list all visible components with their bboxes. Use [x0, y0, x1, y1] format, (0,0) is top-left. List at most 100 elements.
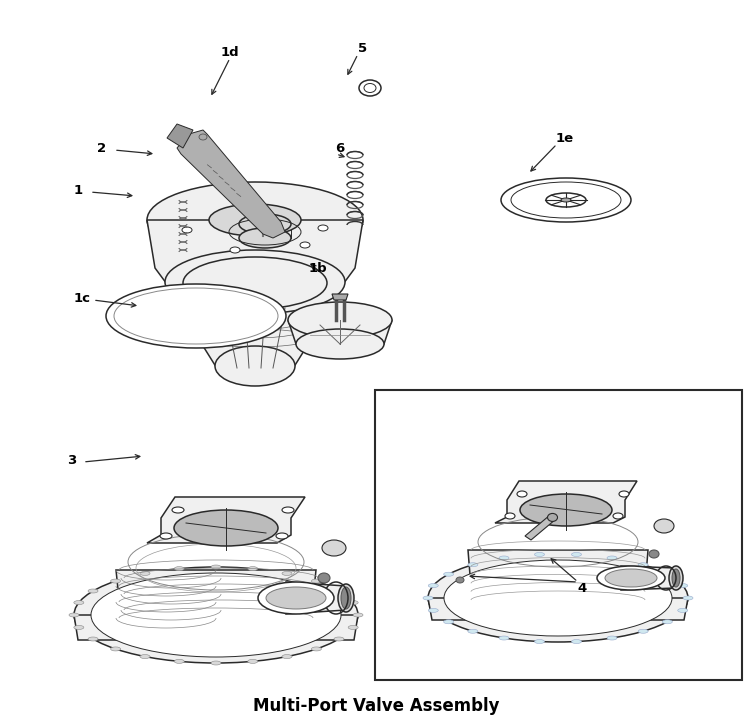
Ellipse shape [140, 571, 150, 576]
Ellipse shape [511, 182, 621, 218]
Ellipse shape [649, 550, 659, 558]
Ellipse shape [239, 214, 291, 234]
Text: 1: 1 [74, 184, 83, 197]
Ellipse shape [147, 182, 363, 258]
Ellipse shape [183, 257, 327, 309]
Ellipse shape [423, 596, 433, 600]
Ellipse shape [359, 80, 381, 96]
Ellipse shape [174, 659, 184, 664]
Ellipse shape [69, 613, 79, 617]
Ellipse shape [111, 579, 120, 583]
Polygon shape [621, 566, 676, 590]
Text: 3: 3 [68, 454, 77, 467]
Ellipse shape [172, 507, 184, 513]
Ellipse shape [334, 637, 344, 641]
Ellipse shape [174, 566, 184, 571]
Ellipse shape [520, 494, 612, 526]
Ellipse shape [282, 507, 294, 513]
Ellipse shape [672, 569, 680, 587]
Text: 5: 5 [359, 41, 368, 54]
Text: 2: 2 [98, 142, 107, 155]
Ellipse shape [499, 636, 509, 640]
Ellipse shape [468, 629, 478, 633]
Ellipse shape [428, 554, 688, 642]
Ellipse shape [364, 83, 376, 92]
Ellipse shape [296, 329, 384, 359]
Ellipse shape [160, 533, 172, 539]
Polygon shape [116, 570, 316, 618]
Ellipse shape [282, 571, 292, 576]
Ellipse shape [199, 134, 207, 140]
Ellipse shape [111, 647, 120, 651]
Ellipse shape [535, 640, 544, 643]
Ellipse shape [444, 620, 453, 624]
Ellipse shape [499, 556, 509, 560]
Ellipse shape [300, 242, 310, 248]
Ellipse shape [505, 513, 515, 519]
Polygon shape [428, 598, 688, 620]
Text: 6: 6 [335, 142, 344, 155]
Polygon shape [183, 283, 327, 370]
Polygon shape [286, 582, 346, 614]
Ellipse shape [444, 560, 672, 636]
Ellipse shape [288, 302, 392, 338]
Polygon shape [167, 124, 193, 148]
Ellipse shape [74, 600, 83, 605]
Polygon shape [332, 294, 348, 300]
Ellipse shape [468, 563, 478, 567]
Ellipse shape [334, 589, 344, 593]
Ellipse shape [106, 284, 286, 348]
Ellipse shape [322, 540, 346, 556]
Ellipse shape [663, 620, 672, 624]
Text: 4: 4 [578, 582, 587, 595]
Polygon shape [147, 497, 305, 543]
Ellipse shape [74, 625, 83, 629]
Ellipse shape [88, 589, 98, 593]
Ellipse shape [638, 629, 648, 633]
Ellipse shape [338, 584, 354, 612]
Ellipse shape [456, 577, 464, 583]
Ellipse shape [547, 513, 557, 521]
Ellipse shape [607, 636, 617, 640]
Ellipse shape [353, 613, 363, 617]
Polygon shape [177, 130, 285, 238]
Ellipse shape [88, 637, 98, 641]
Ellipse shape [266, 587, 326, 609]
Ellipse shape [276, 533, 288, 539]
Ellipse shape [311, 647, 321, 651]
Ellipse shape [561, 198, 571, 202]
Ellipse shape [211, 565, 221, 569]
Ellipse shape [678, 608, 688, 613]
Ellipse shape [258, 582, 334, 614]
Polygon shape [468, 550, 648, 600]
Ellipse shape [517, 491, 527, 497]
Ellipse shape [501, 178, 631, 222]
Ellipse shape [613, 513, 623, 519]
Ellipse shape [282, 655, 292, 658]
Text: 1d: 1d [220, 46, 239, 59]
Ellipse shape [247, 566, 258, 571]
Ellipse shape [182, 227, 192, 233]
Ellipse shape [247, 659, 258, 664]
Ellipse shape [444, 572, 453, 576]
Ellipse shape [663, 572, 672, 576]
Ellipse shape [114, 288, 278, 344]
Ellipse shape [572, 552, 581, 556]
Ellipse shape [348, 600, 358, 605]
Ellipse shape [572, 640, 581, 643]
Ellipse shape [638, 563, 648, 567]
Ellipse shape [140, 655, 150, 658]
Bar [375, 390, 742, 680]
Text: Multi-Port Valve Assembly: Multi-Port Valve Assembly [253, 697, 499, 715]
Polygon shape [525, 515, 556, 540]
Polygon shape [495, 481, 637, 523]
Ellipse shape [429, 608, 438, 613]
Text: 1e: 1e [556, 131, 574, 144]
Ellipse shape [74, 567, 358, 663]
Ellipse shape [654, 519, 674, 533]
Ellipse shape [311, 579, 321, 583]
Polygon shape [74, 615, 358, 640]
Ellipse shape [348, 625, 358, 629]
Ellipse shape [215, 346, 295, 386]
Ellipse shape [318, 225, 328, 231]
